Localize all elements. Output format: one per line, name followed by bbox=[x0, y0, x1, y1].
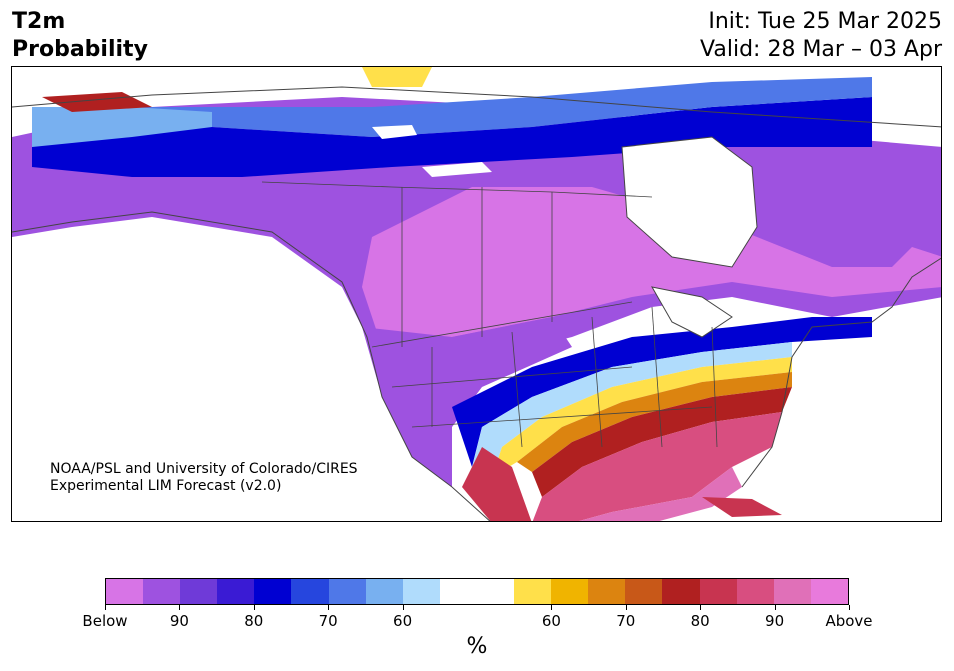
above-orange-band bbox=[517, 372, 792, 472]
colorbar-tick-mark bbox=[328, 605, 330, 610]
political-borders bbox=[261, 181, 718, 448]
colorbar-tick-label: Above bbox=[825, 612, 873, 630]
colorbar-cell bbox=[402, 579, 440, 604]
colorbar-tick-mark bbox=[253, 605, 255, 610]
colorbar-tick-label: 70 bbox=[318, 612, 338, 630]
colorbar-tick-mark bbox=[551, 605, 553, 610]
colorbar-cell bbox=[291, 579, 329, 604]
colorbar-tick-mark bbox=[179, 605, 181, 610]
mexico-warm bbox=[462, 447, 532, 521]
above-red-band bbox=[532, 387, 792, 497]
colorbar-tick-label: 60 bbox=[541, 612, 561, 630]
colorbar-cell bbox=[106, 579, 144, 604]
colorbar-tick-label: 90 bbox=[765, 612, 785, 630]
init-date: Init: Tue 25 Mar 2025 bbox=[708, 9, 942, 34]
title-variable: T2m bbox=[12, 9, 66, 34]
transition-light-band bbox=[472, 342, 792, 477]
water-bodies bbox=[372, 125, 758, 338]
colorbar-tick-mark bbox=[625, 605, 627, 610]
greenland-yellow bbox=[362, 67, 432, 87]
north-blue-band bbox=[32, 97, 872, 177]
chart-title: T2m Probability bbox=[12, 8, 148, 64]
colorbar-tick-mark bbox=[105, 605, 106, 610]
title-probability: Probability bbox=[12, 37, 148, 62]
map-panel: NOAA/PSL and University of Colorado/CIRE… bbox=[11, 66, 942, 522]
transition-blue-band bbox=[452, 317, 872, 467]
colorbar bbox=[105, 578, 849, 605]
valid-range: Valid: 28 Mar – 03 Apr bbox=[700, 37, 942, 62]
land-shading bbox=[12, 67, 941, 521]
colorbar-cell bbox=[254, 579, 292, 604]
hudson-bay bbox=[621, 136, 758, 268]
colorbar-tick-label: 90 bbox=[169, 612, 189, 630]
colorbar-tick-label: Below bbox=[82, 612, 128, 630]
colorbar-tick-mark bbox=[700, 605, 702, 610]
colorbar-tick-mark bbox=[402, 605, 404, 610]
forecast-info: Init: Tue 25 Mar 2025 Valid: 28 Mar – 03… bbox=[700, 8, 942, 64]
alaska-light bbox=[32, 107, 212, 147]
colorbar-cell bbox=[662, 579, 700, 604]
great-lakes bbox=[651, 286, 733, 338]
colorbar-cell bbox=[625, 579, 663, 604]
above-pink-region bbox=[532, 412, 782, 521]
colorbar-cell bbox=[328, 579, 366, 604]
coastlines bbox=[12, 86, 941, 521]
colorbar-cell bbox=[773, 579, 811, 604]
colorbar-tick-label: 60 bbox=[393, 612, 413, 630]
credit-text: NOAA/PSL and University of Colorado/CIRE… bbox=[50, 461, 358, 495]
probability-map bbox=[12, 67, 941, 521]
colorbar-cell bbox=[699, 579, 737, 604]
cuba-warm bbox=[702, 497, 782, 517]
north-blue-outer bbox=[32, 77, 872, 137]
colorbar-tick-mark bbox=[849, 605, 850, 610]
colorbar-cell bbox=[514, 579, 552, 604]
colorbar-cell bbox=[143, 579, 181, 604]
colorbar-cell bbox=[180, 579, 218, 604]
colorbar-tick-label: 70 bbox=[616, 612, 636, 630]
great-slave-lake bbox=[422, 162, 492, 177]
below-core-region bbox=[362, 187, 941, 347]
above-peak-region bbox=[579, 467, 742, 521]
colorbar-cell bbox=[736, 579, 774, 604]
colorbar-tick-mark bbox=[774, 605, 776, 610]
colorbar-units: % bbox=[466, 634, 488, 659]
colorbar-cell bbox=[217, 579, 255, 604]
credit-line-2: Experimental LIM Forecast (v2.0) bbox=[50, 478, 282, 494]
above-yellow-band bbox=[492, 357, 792, 477]
colorbar-cell bbox=[551, 579, 589, 604]
colorbar-cell bbox=[365, 579, 403, 604]
colorbar-cell bbox=[810, 579, 848, 604]
credit-line-1: NOAA/PSL and University of Colorado/CIRE… bbox=[50, 461, 358, 477]
colorbar-cell bbox=[588, 579, 626, 604]
colorbar-cell bbox=[439, 579, 477, 604]
great-bear-lake bbox=[372, 125, 417, 139]
colorbar-tick-label: 80 bbox=[244, 612, 264, 630]
colorbar-cell bbox=[476, 579, 515, 604]
colorbar-tick-label: 80 bbox=[690, 612, 710, 630]
